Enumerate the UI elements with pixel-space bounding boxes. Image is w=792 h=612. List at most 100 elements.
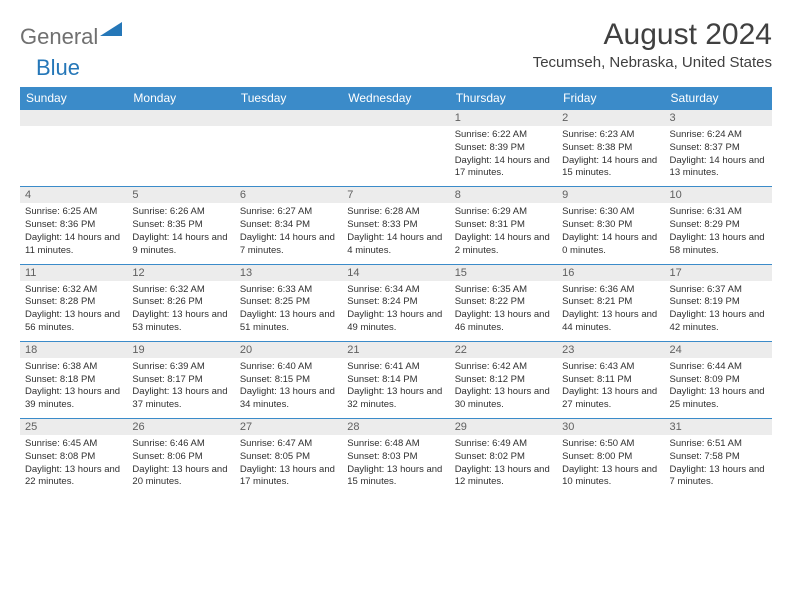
weekday-header: Tuesday bbox=[235, 87, 342, 110]
calendar-day-cell: 17Sunrise: 6:37 AMSunset: 8:19 PMDayligh… bbox=[665, 264, 772, 341]
calendar-empty-cell bbox=[20, 110, 127, 187]
calendar-week-row: 18Sunrise: 6:38 AMSunset: 8:18 PMDayligh… bbox=[20, 341, 772, 418]
day-number: 8 bbox=[450, 187, 557, 203]
day-number: 11 bbox=[20, 265, 127, 281]
day-number: 7 bbox=[342, 187, 449, 203]
calendar-day-cell: 31Sunrise: 6:51 AMSunset: 7:58 PMDayligh… bbox=[665, 419, 772, 496]
weekday-header: Wednesday bbox=[342, 87, 449, 110]
day-number: 13 bbox=[235, 265, 342, 281]
day-detail: Sunrise: 6:48 AMSunset: 8:03 PMDaylight:… bbox=[342, 435, 449, 495]
calendar-day-cell: 6Sunrise: 6:27 AMSunset: 8:34 PMDaylight… bbox=[235, 187, 342, 264]
day-number: 1 bbox=[450, 110, 557, 126]
day-detail: Sunrise: 6:23 AMSunset: 8:38 PMDaylight:… bbox=[557, 126, 664, 186]
day-number: 20 bbox=[235, 342, 342, 358]
weekday-header-row: Sunday Monday Tuesday Wednesday Thursday… bbox=[20, 87, 772, 110]
day-detail: Sunrise: 6:32 AMSunset: 8:28 PMDaylight:… bbox=[20, 281, 127, 341]
day-number bbox=[20, 110, 127, 126]
logo-text-blue: Blue bbox=[36, 55, 80, 81]
day-number: 18 bbox=[20, 342, 127, 358]
calendar-day-cell: 18Sunrise: 6:38 AMSunset: 8:18 PMDayligh… bbox=[20, 341, 127, 418]
day-number: 31 bbox=[665, 419, 772, 435]
calendar-week-row: 4Sunrise: 6:25 AMSunset: 8:36 PMDaylight… bbox=[20, 187, 772, 264]
weekday-header: Monday bbox=[127, 87, 234, 110]
day-number: 24 bbox=[665, 342, 772, 358]
calendar-day-cell: 12Sunrise: 6:32 AMSunset: 8:26 PMDayligh… bbox=[127, 264, 234, 341]
calendar-empty-cell bbox=[235, 110, 342, 187]
day-detail: Sunrise: 6:39 AMSunset: 8:17 PMDaylight:… bbox=[127, 358, 234, 418]
day-number: 12 bbox=[127, 265, 234, 281]
day-number: 6 bbox=[235, 187, 342, 203]
day-detail: Sunrise: 6:40 AMSunset: 8:15 PMDaylight:… bbox=[235, 358, 342, 418]
day-number bbox=[127, 110, 234, 126]
day-number: 23 bbox=[557, 342, 664, 358]
calendar-day-cell: 28Sunrise: 6:48 AMSunset: 8:03 PMDayligh… bbox=[342, 419, 449, 496]
calendar-day-cell: 13Sunrise: 6:33 AMSunset: 8:25 PMDayligh… bbox=[235, 264, 342, 341]
day-detail: Sunrise: 6:29 AMSunset: 8:31 PMDaylight:… bbox=[450, 203, 557, 263]
day-detail: Sunrise: 6:35 AMSunset: 8:22 PMDaylight:… bbox=[450, 281, 557, 341]
logo-text-gray: General bbox=[20, 24, 98, 50]
calendar-day-cell: 24Sunrise: 6:44 AMSunset: 8:09 PMDayligh… bbox=[665, 341, 772, 418]
logo: General bbox=[20, 24, 122, 50]
calendar-day-cell: 11Sunrise: 6:32 AMSunset: 8:28 PMDayligh… bbox=[20, 264, 127, 341]
day-detail: Sunrise: 6:51 AMSunset: 7:58 PMDaylight:… bbox=[665, 435, 772, 495]
calendar-day-cell: 1Sunrise: 6:22 AMSunset: 8:39 PMDaylight… bbox=[450, 110, 557, 187]
calendar-day-cell: 23Sunrise: 6:43 AMSunset: 8:11 PMDayligh… bbox=[557, 341, 664, 418]
calendar-day-cell: 27Sunrise: 6:47 AMSunset: 8:05 PMDayligh… bbox=[235, 419, 342, 496]
calendar-day-cell: 21Sunrise: 6:41 AMSunset: 8:14 PMDayligh… bbox=[342, 341, 449, 418]
day-detail: Sunrise: 6:46 AMSunset: 8:06 PMDaylight:… bbox=[127, 435, 234, 495]
day-number: 16 bbox=[557, 265, 664, 281]
page-title: August 2024 bbox=[533, 18, 772, 52]
day-number: 2 bbox=[557, 110, 664, 126]
day-detail: Sunrise: 6:31 AMSunset: 8:29 PMDaylight:… bbox=[665, 203, 772, 263]
day-detail: Sunrise: 6:47 AMSunset: 8:05 PMDaylight:… bbox=[235, 435, 342, 495]
calendar-day-cell: 15Sunrise: 6:35 AMSunset: 8:22 PMDayligh… bbox=[450, 264, 557, 341]
day-number: 4 bbox=[20, 187, 127, 203]
day-detail: Sunrise: 6:50 AMSunset: 8:00 PMDaylight:… bbox=[557, 435, 664, 495]
calendar-day-cell: 19Sunrise: 6:39 AMSunset: 8:17 PMDayligh… bbox=[127, 341, 234, 418]
day-detail: Sunrise: 6:36 AMSunset: 8:21 PMDaylight:… bbox=[557, 281, 664, 341]
calendar-day-cell: 2Sunrise: 6:23 AMSunset: 8:38 PMDaylight… bbox=[557, 110, 664, 187]
day-number: 26 bbox=[127, 419, 234, 435]
day-number bbox=[342, 110, 449, 126]
day-detail: Sunrise: 6:49 AMSunset: 8:02 PMDaylight:… bbox=[450, 435, 557, 495]
day-detail: Sunrise: 6:32 AMSunset: 8:26 PMDaylight:… bbox=[127, 281, 234, 341]
calendar-day-cell: 29Sunrise: 6:49 AMSunset: 8:02 PMDayligh… bbox=[450, 419, 557, 496]
day-number: 19 bbox=[127, 342, 234, 358]
day-detail: Sunrise: 6:25 AMSunset: 8:36 PMDaylight:… bbox=[20, 203, 127, 263]
day-detail: Sunrise: 6:26 AMSunset: 8:35 PMDaylight:… bbox=[127, 203, 234, 263]
calendar-day-cell: 5Sunrise: 6:26 AMSunset: 8:35 PMDaylight… bbox=[127, 187, 234, 264]
day-detail: Sunrise: 6:30 AMSunset: 8:30 PMDaylight:… bbox=[557, 203, 664, 263]
day-number: 21 bbox=[342, 342, 449, 358]
calendar-day-cell: 8Sunrise: 6:29 AMSunset: 8:31 PMDaylight… bbox=[450, 187, 557, 264]
calendar-day-cell: 7Sunrise: 6:28 AMSunset: 8:33 PMDaylight… bbox=[342, 187, 449, 264]
day-number: 9 bbox=[557, 187, 664, 203]
calendar-empty-cell bbox=[127, 110, 234, 187]
day-number: 22 bbox=[450, 342, 557, 358]
calendar-day-cell: 26Sunrise: 6:46 AMSunset: 8:06 PMDayligh… bbox=[127, 419, 234, 496]
day-detail: Sunrise: 6:34 AMSunset: 8:24 PMDaylight:… bbox=[342, 281, 449, 341]
day-number: 25 bbox=[20, 419, 127, 435]
day-number: 29 bbox=[450, 419, 557, 435]
calendar-table: Sunday Monday Tuesday Wednesday Thursday… bbox=[20, 87, 772, 495]
day-number: 27 bbox=[235, 419, 342, 435]
day-detail: Sunrise: 6:27 AMSunset: 8:34 PMDaylight:… bbox=[235, 203, 342, 263]
calendar-empty-cell bbox=[342, 110, 449, 187]
logo-triangle-icon bbox=[100, 20, 122, 43]
calendar-day-cell: 20Sunrise: 6:40 AMSunset: 8:15 PMDayligh… bbox=[235, 341, 342, 418]
day-detail: Sunrise: 6:45 AMSunset: 8:08 PMDaylight:… bbox=[20, 435, 127, 495]
day-number: 28 bbox=[342, 419, 449, 435]
day-number bbox=[235, 110, 342, 126]
calendar-day-cell: 4Sunrise: 6:25 AMSunset: 8:36 PMDaylight… bbox=[20, 187, 127, 264]
calendar-day-cell: 30Sunrise: 6:50 AMSunset: 8:00 PMDayligh… bbox=[557, 419, 664, 496]
day-number: 15 bbox=[450, 265, 557, 281]
day-detail: Sunrise: 6:22 AMSunset: 8:39 PMDaylight:… bbox=[450, 126, 557, 186]
weekday-header: Friday bbox=[557, 87, 664, 110]
day-detail: Sunrise: 6:33 AMSunset: 8:25 PMDaylight:… bbox=[235, 281, 342, 341]
page-subtitle: Tecumseh, Nebraska, United States bbox=[533, 54, 772, 71]
day-number: 3 bbox=[665, 110, 772, 126]
calendar-day-cell: 22Sunrise: 6:42 AMSunset: 8:12 PMDayligh… bbox=[450, 341, 557, 418]
day-detail: Sunrise: 6:43 AMSunset: 8:11 PMDaylight:… bbox=[557, 358, 664, 418]
day-detail: Sunrise: 6:28 AMSunset: 8:33 PMDaylight:… bbox=[342, 203, 449, 263]
weekday-header: Sunday bbox=[20, 87, 127, 110]
day-detail: Sunrise: 6:37 AMSunset: 8:19 PMDaylight:… bbox=[665, 281, 772, 341]
